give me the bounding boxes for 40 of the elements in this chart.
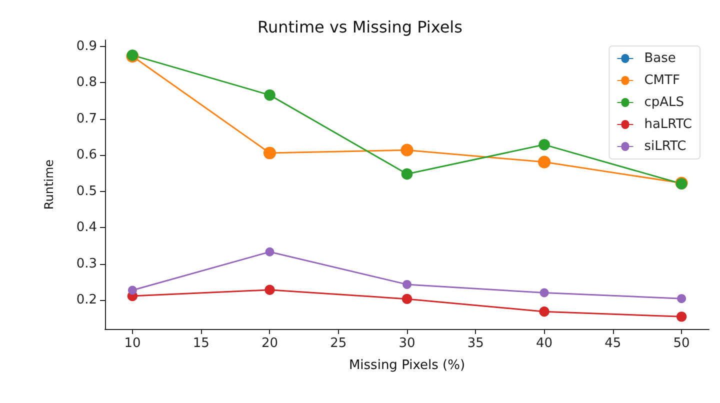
point [676, 312, 687, 322]
legend-label: siLRTC [644, 139, 686, 154]
point [401, 168, 413, 180]
y-tick-label: 0.2 [76, 292, 97, 308]
point [402, 294, 412, 304]
point [402, 280, 412, 289]
y-tick-label: 0.3 [76, 256, 97, 272]
point [128, 286, 137, 295]
y-tick-label: 0.5 [76, 184, 97, 199]
point [538, 138, 550, 150]
point [677, 294, 686, 304]
y-tick-label: 0.4 [76, 220, 97, 236]
y-tick-label: 0.8 [76, 75, 97, 90]
legend-label: haLRTC [644, 117, 692, 132]
point [264, 284, 275, 295]
point [539, 306, 550, 317]
x-tick-label: 40 [536, 336, 553, 351]
legend-label: cpALS [644, 95, 684, 110]
point [263, 146, 276, 160]
x-tick-label: 30 [398, 336, 416, 351]
y-axis-title: Runtime [42, 159, 56, 210]
x-tick-label: 50 [673, 336, 690, 351]
x-tick-label: 10 [124, 336, 141, 351]
x-axis-title: Missing Pixels (%) [348, 358, 466, 373]
point [400, 144, 414, 156]
x-tick-label: 35 [467, 336, 484, 351]
x-tick-label: 25 [330, 336, 347, 351]
y-tick-label: 0.7 [76, 111, 97, 126]
chart-title: Runtime vs Missing Pixels [258, 18, 462, 36]
x-tick-label: 15 [192, 336, 210, 351]
legend-label: CMTF [644, 73, 680, 88]
y-tick-label: 0.9 [76, 39, 97, 54]
y-tick-label: 0.6 [76, 148, 97, 163]
x-tick-label: 45 [604, 336, 622, 351]
x-tick-label: 20 [261, 336, 278, 351]
point [264, 89, 276, 101]
legend-label: Base [644, 51, 676, 66]
point [265, 247, 274, 256]
point [540, 288, 549, 298]
point [538, 156, 551, 168]
